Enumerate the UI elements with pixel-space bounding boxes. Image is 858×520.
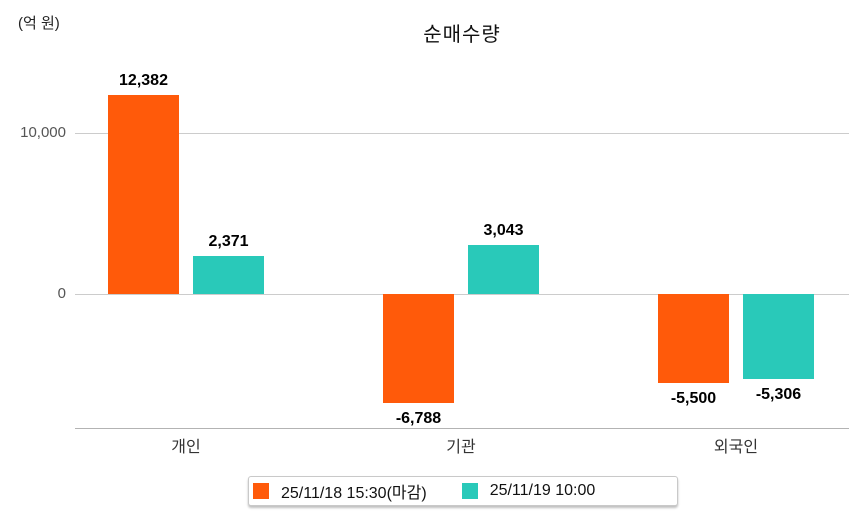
bar-series2-cat1	[193, 255, 264, 294]
bar-value-label: 12,382	[119, 71, 168, 89]
bar-series1-cat2	[383, 294, 454, 404]
bar-series1-cat1	[108, 94, 179, 294]
bar-value-label: 3,043	[483, 222, 524, 239]
bar-value-label: 2,371	[208, 232, 249, 250]
x-axis-line	[75, 428, 849, 429]
bar-series2-cat2	[468, 245, 539, 294]
bar-value-label: -5,306	[755, 386, 802, 404]
legend-swatch-series1-icon	[253, 483, 269, 499]
gridline-10000	[75, 133, 849, 134]
x-axis-category-label: 기관	[446, 439, 476, 456]
x-axis-category-label: 개인	[171, 439, 201, 456]
legend-label-series2: 25/11/19 10:00	[489, 482, 596, 499]
gridline-0	[75, 294, 849, 295]
bar-value-label: -6,788	[395, 410, 442, 428]
y-tick-label: 10,000	[20, 124, 66, 141]
y-tick-label: 0	[57, 285, 66, 302]
bar-value-label: -5,500	[670, 389, 717, 407]
legend-label-series1: 25/11/18 15:30(마감)	[281, 485, 427, 502]
legend-swatch-series2-icon	[461, 483, 478, 499]
legend-item-series2[interactable]: 25/11/19 10:00	[461, 482, 596, 500]
legend-item-series1[interactable]: 25/11/18 15:30(마감)	[253, 479, 427, 503]
chart-title: 순매수량	[423, 24, 501, 46]
x-axis-category-label: 외국인	[713, 439, 759, 456]
bar-series1-cat3	[658, 294, 729, 383]
y-axis-unit-label: (억 원)	[18, 15, 60, 32]
legend: 25/11/18 15:30(마감) 25/11/19 10:00	[248, 476, 678, 506]
bar-series2-cat3	[743, 294, 814, 380]
